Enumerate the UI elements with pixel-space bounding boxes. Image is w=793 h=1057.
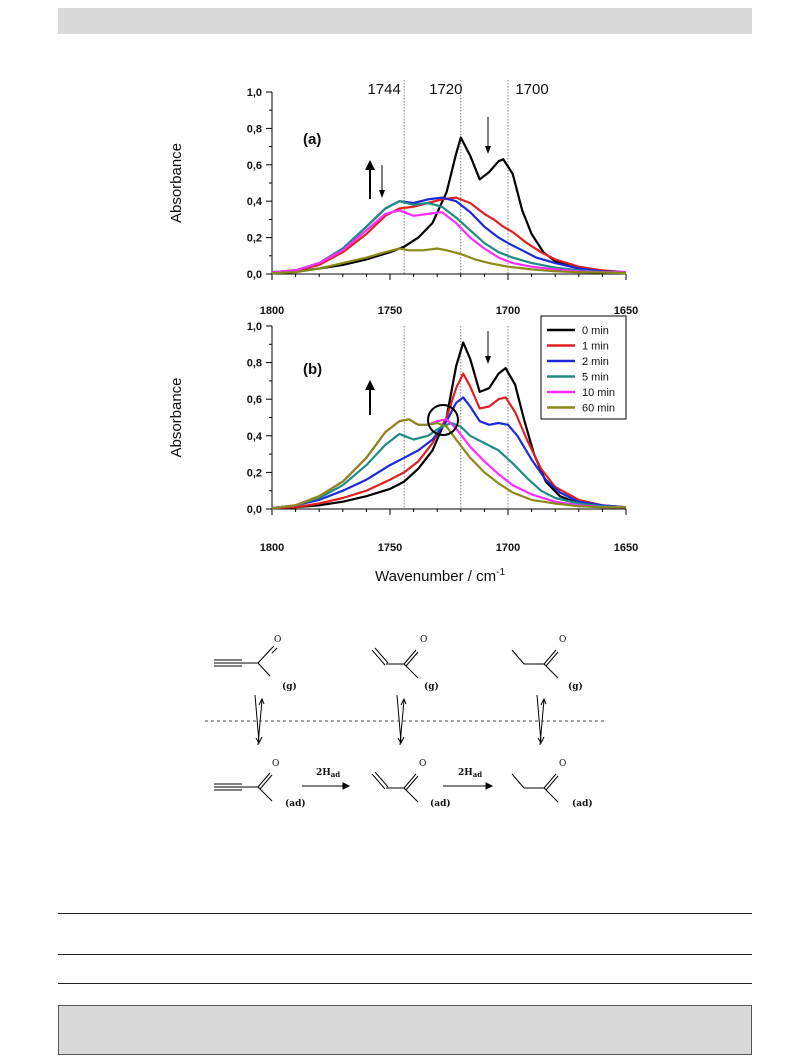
- x-axis-label: Wavenumber / cm-1: [375, 567, 505, 585]
- table-rule-middle: [58, 954, 752, 955]
- panel-label: (a): [303, 131, 321, 148]
- hydrogenation-step-label: 2Had: [316, 768, 340, 779]
- x-tick-label: 1750: [378, 305, 402, 317]
- adsorbed-label: (ad): [285, 798, 306, 809]
- y-tick-label: 1,0: [247, 321, 262, 333]
- isosbestic-circle: [427, 404, 459, 436]
- reaction-scheme: [205, 645, 605, 803]
- series-line-4: [271, 209, 626, 274]
- legend: 0 min 1 min 2 min 5 min 10 min 60 min: [540, 315, 627, 420]
- table-rule-top: [58, 913, 752, 914]
- footer-box: [58, 1005, 752, 1055]
- chart-annotations: [365, 117, 491, 436]
- x-tick-label: 1650: [614, 542, 638, 554]
- reference-label-1700: 1700: [515, 81, 548, 98]
- series-line-5-min: [271, 421, 627, 510]
- y-tick-label: 0,4: [247, 196, 263, 208]
- reaction-arrow-1: [302, 782, 351, 790]
- legend-label: 5 min: [582, 372, 609, 384]
- y-tick-label: 0,4: [247, 431, 263, 443]
- series-line-1-min: [271, 372, 627, 510]
- adsorbed-label: (ad): [430, 798, 451, 809]
- up-arrow-a: [365, 160, 375, 199]
- hydrogenation-step-label: 2Had: [458, 768, 482, 779]
- oxygen-atom-label: O: [274, 635, 281, 645]
- y-axis-label: Absorbance: [168, 377, 185, 457]
- series-line-5: [271, 247, 627, 275]
- hydrogenation-step-subscript: ad: [473, 770, 483, 779]
- equilibrium-arrow-1: [254, 694, 265, 746]
- hydrogenation-step-subscript: ad: [331, 770, 341, 779]
- legend-label: 1 min: [582, 341, 609, 353]
- y-tick-label: 0,6: [247, 160, 262, 172]
- down-arrow-b: [485, 331, 491, 364]
- molecule-butanone-ad: [511, 773, 559, 803]
- legend-label: 2 min: [582, 356, 609, 368]
- x-tick-label: 1650: [614, 305, 638, 317]
- series-line-2-min: [271, 396, 627, 510]
- x-tick-label: 1800: [260, 305, 284, 317]
- gas-phase-label: (g): [424, 681, 439, 692]
- y-tick-label: 0,0: [247, 269, 262, 281]
- series-line-3: [271, 200, 626, 274]
- y-tick-label: 0,6: [247, 394, 262, 406]
- molecule-butenone-ad: [371, 771, 419, 803]
- oxygen-atom-label: O: [419, 759, 426, 769]
- oxygen-atom-label: O: [420, 635, 427, 645]
- series-line-0-min: [271, 341, 627, 510]
- panel-a-chart: 0,0 0,2 0,4 0,6 0,8 1,0 1800 1750 1700 1650 1744 17…: [168, 80, 638, 317]
- equilibrium-arrow-2: [396, 694, 407, 746]
- x-tick-label: 1800: [260, 542, 284, 554]
- y-tick-label: 0,0: [247, 504, 262, 516]
- molecule-butenone-gas: [371, 647, 419, 679]
- panel-b-chart: 0,0 0,2 0,4 0,6 0,8 1,0 1800 1750 1700 1650 Absorb…: [168, 321, 638, 585]
- oxygen-atom-label: O: [272, 759, 279, 769]
- reference-label-1744: 1744: [367, 81, 400, 98]
- legend-label: 0 min: [582, 325, 609, 337]
- adsorbed-label: (ad): [572, 798, 593, 809]
- header-band: [58, 8, 752, 34]
- y-tick-label: 0,2: [247, 233, 262, 245]
- y-tick-label: 0,2: [247, 467, 262, 479]
- table-rule-bottom: [58, 983, 752, 984]
- reference-label-1720: 1720: [429, 81, 462, 98]
- legend-box: [540, 315, 627, 420]
- series-line-1: [271, 196, 627, 274]
- y-tick-label: 1,0: [247, 87, 262, 99]
- x-tick-label: 1750: [378, 542, 402, 554]
- down-arrow-a-left: [379, 165, 385, 198]
- panel-label: (b): [303, 361, 322, 378]
- equilibrium-arrow-3: [536, 694, 547, 746]
- x-tick-label: 1700: [496, 542, 520, 554]
- x-tick-label: 1700: [496, 305, 520, 317]
- oxygen-atom-label: O: [559, 759, 566, 769]
- y-tick-label: 0,8: [247, 123, 262, 135]
- x-axis-label-superscript: -1: [496, 567, 505, 578]
- molecule-butynone-gas: [214, 645, 278, 677]
- gas-phase-label: (g): [568, 681, 583, 692]
- gas-phase-label: (g): [282, 681, 297, 692]
- legend-label: 10 min: [582, 387, 615, 399]
- legend-label: 60 min: [582, 403, 615, 415]
- scheme-labels: O O O O O O (g) (g) (g) (ad) (ad) (ad) 2Had 2Had: [272, 635, 593, 809]
- up-arrow-b: [365, 380, 375, 415]
- series-line-60-min: [271, 418, 626, 510]
- oxygen-atom-label: O: [559, 635, 566, 645]
- reaction-arrow-2: [443, 782, 494, 790]
- molecule-butynone-ad: [214, 772, 273, 802]
- down-arrow-a-right: [485, 117, 491, 154]
- y-axis-label: Absorbance: [168, 143, 185, 223]
- y-tick-label: 0,8: [247, 358, 262, 370]
- molecule-butanone-gas: [511, 649, 559, 679]
